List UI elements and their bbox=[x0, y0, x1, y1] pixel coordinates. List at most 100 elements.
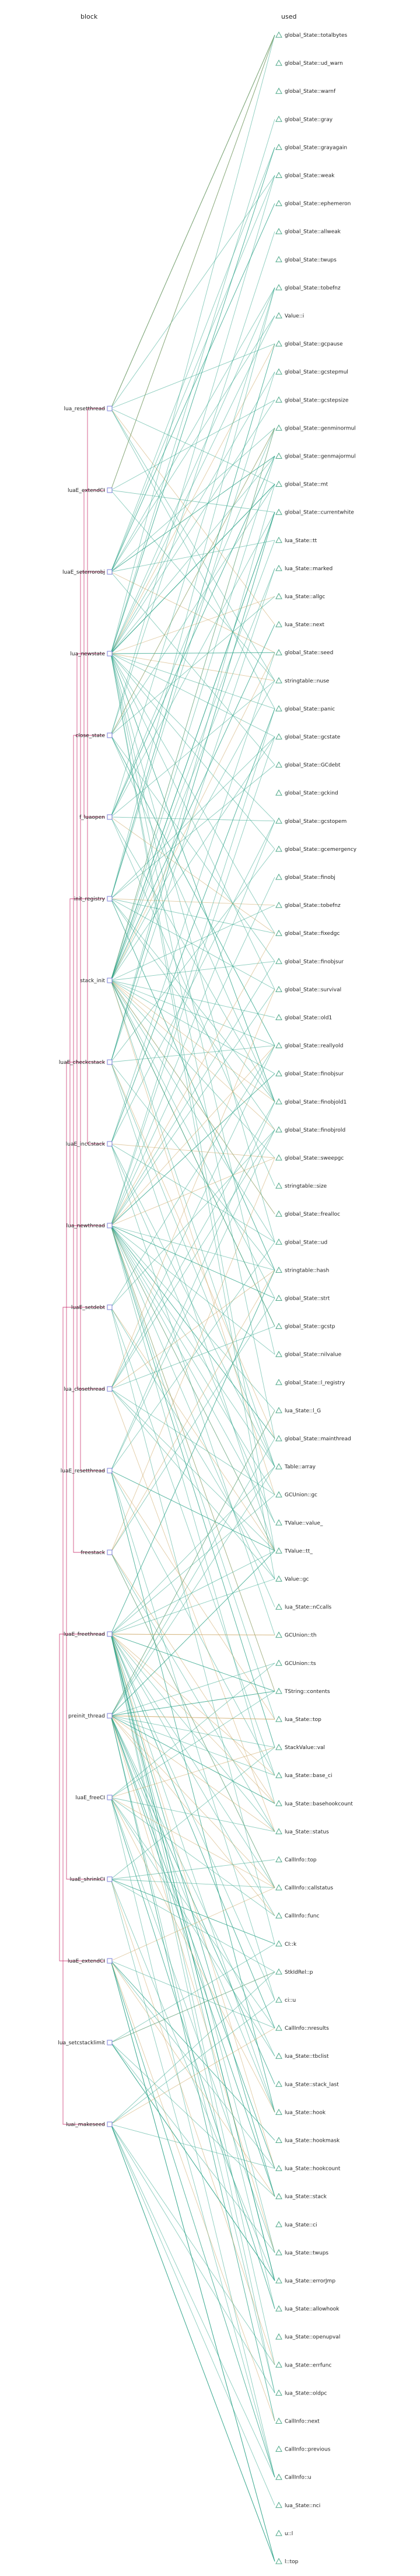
used-label: CallInfo::callstatus bbox=[285, 1886, 333, 1891]
link-lua-newthread-global-state-gcstopem bbox=[110, 821, 275, 1226]
used-label: global_State::finobjsur bbox=[285, 959, 344, 965]
link-f-luaopen-global-state-tobefnz bbox=[110, 287, 275, 818]
link-preinit-thread-lua-state-top bbox=[110, 1715, 275, 1720]
link-stack-init-global-state-frealloc bbox=[110, 980, 275, 1214]
triangle-node-icon bbox=[275, 2053, 282, 2059]
triangle-node-icon bbox=[275, 1182, 282, 1189]
used-label: global_State::ephemeron bbox=[285, 201, 351, 207]
link-lua-setcstacklimit-lua-state-stack bbox=[110, 2042, 275, 2197]
used-node-lua-state-nccalls-56: lua_State::nCcalls bbox=[275, 1603, 332, 1611]
link-luae-resetthread-global-state-ud bbox=[110, 1242, 275, 1471]
used-label: lua_State::marked bbox=[285, 566, 332, 572]
link-preinit-thread-lua-state-base-ci bbox=[110, 1715, 275, 1776]
triangle-node-icon bbox=[275, 2557, 282, 2564]
used-node-callinfo-next-85: CallInfo::next bbox=[275, 2417, 320, 2425]
used-node-lua-state-nci-88: lua_State::nci bbox=[275, 2501, 320, 2509]
link-freestack-global-state-sweepgc bbox=[110, 1157, 275, 1553]
used-label: global_State::gcemergency bbox=[285, 847, 357, 853]
used-node-global-state-gcstepsize-13: global_State::gcstepsize bbox=[275, 396, 349, 403]
function-node-freestack-14: freestack bbox=[80, 1549, 113, 1556]
link-lua-newstate-global-state-genmajormul bbox=[110, 456, 275, 654]
link-luae-freeci-gcunion-ts bbox=[110, 1663, 275, 1798]
used-label: TString::contents bbox=[284, 1689, 330, 1695]
used-label: lua_State::l_G bbox=[285, 1408, 321, 1414]
used-node-global-state-finobjold1-38: global_State::finobjold1 bbox=[275, 1098, 346, 1105]
used-label: lua_State::oldpc bbox=[285, 2390, 327, 2396]
function-label: luaE_extendCI bbox=[68, 1959, 105, 1964]
link-init-registry-global-state-tobefnz bbox=[110, 287, 275, 899]
used-label: Table::array bbox=[284, 1464, 316, 1470]
link-luae-inccstack-tvalue-value bbox=[110, 1143, 275, 1523]
used-node-global-state-gcstp-46: global_State::gcstp bbox=[275, 1322, 335, 1330]
link-preinit-thread-tvalue-tt bbox=[110, 1551, 275, 1716]
link-lua-closethread-lua-state-status bbox=[110, 1388, 275, 1832]
link-lua-newthread-global-state-gcstate bbox=[110, 737, 275, 1226]
triangle-node-icon bbox=[275, 958, 282, 964]
link-luae-freethread-callinfo-callstatus bbox=[110, 1633, 275, 1888]
square-node-icon bbox=[107, 814, 113, 820]
used-node-lua-state-errfunc-83: lua_State::errfunc bbox=[275, 2361, 331, 2368]
link-lua-newstate-global-state-grayagain bbox=[110, 147, 275, 654]
link-close-state-lua-state-allgc bbox=[110, 596, 275, 736]
triangle-node-icon bbox=[275, 677, 282, 683]
used-label: global_State::ud_warn bbox=[285, 61, 343, 67]
link-stack-init-global-state-finobjrold bbox=[110, 980, 275, 1130]
triangle-node-icon bbox=[275, 144, 282, 150]
link-lua-setcstacklimit-stkidrel-p bbox=[110, 1971, 275, 2043]
used-node-value-i-10: Value::i bbox=[275, 312, 304, 319]
used-label: global_State::gcstate bbox=[285, 735, 341, 741]
link-lua-newthread-global-state-reallyold bbox=[110, 1045, 275, 1226]
used-label: lua_State::errorJmp bbox=[285, 2278, 335, 2284]
link-luae-setdebt-tvalue-tt bbox=[110, 1307, 275, 1551]
link-luae-extendci-global-state-gcstepsize bbox=[110, 399, 275, 491]
link-luae-checkcstack-table-array bbox=[110, 1062, 275, 1467]
function-label: lua_setcstacklimit bbox=[58, 2040, 105, 2046]
used-label: global_State::reallyold bbox=[285, 1043, 343, 1049]
link-luae-inccstack-global-state-sweepgc bbox=[110, 1143, 275, 1158]
link-stack-init-global-state-seed bbox=[110, 652, 275, 981]
link-lua-newthread-table-array bbox=[110, 1225, 275, 1467]
square-node-icon bbox=[107, 732, 113, 738]
used-label: global_State::warnf bbox=[285, 89, 336, 95]
link-close-state-global-state-finobjsur bbox=[110, 735, 275, 962]
used-label: ci::u bbox=[285, 1998, 296, 2003]
triangle-node-icon bbox=[275, 2473, 282, 2480]
link-preinit-thread-lua-state-hook bbox=[110, 1715, 275, 2113]
link-stack-init-lua-state-tt bbox=[110, 540, 275, 981]
link-lua-newthread-lua-state-nccalls bbox=[110, 1225, 275, 1607]
link-lua-newthread-stackvalue-val bbox=[110, 1225, 275, 1748]
used-label: global_State::mainthread bbox=[285, 1436, 351, 1442]
used-label: lua_State::stack bbox=[285, 2194, 327, 2200]
link-luae-checkcstack-global-state-reallyold bbox=[110, 1045, 275, 1063]
function-node-close-state-4: close_state bbox=[76, 732, 113, 739]
link-lua-newstate-global-state-nilvalue bbox=[110, 653, 275, 1355]
link-preinit-thread-lua-state-stack bbox=[110, 1715, 275, 2197]
link-luae-freethread-tstring-contents bbox=[110, 1633, 275, 1692]
used-label: lua_State::hook bbox=[285, 2110, 326, 2116]
link-luae-inccstack-gcunion-th bbox=[110, 1143, 275, 1635]
triangle-node-icon bbox=[275, 1940, 282, 1947]
used-node-global-state-ephemeron-6: global_State::ephemeron bbox=[275, 200, 351, 207]
used-label: Value::gc bbox=[285, 1577, 309, 1583]
triangle-node-icon bbox=[275, 592, 282, 599]
link-luae-freeci-lua-state-status bbox=[110, 1797, 275, 1832]
link-luae-freethread-lua-state-twups bbox=[110, 1633, 275, 2253]
link-lua-closethread-value-gc bbox=[110, 1388, 275, 1579]
used-label: global_State::nilvalue bbox=[285, 1352, 342, 1358]
triangle-node-icon bbox=[275, 88, 282, 94]
triangle-node-icon bbox=[275, 396, 282, 403]
link-lua-closethread-tvalue-tt bbox=[110, 1388, 275, 1551]
triangle-node-icon bbox=[275, 733, 282, 739]
link-luai-makeseed-ci-u bbox=[110, 1999, 275, 2125]
used-node-global-state-genminormul-14: global_State::genminormul bbox=[275, 424, 356, 431]
link-lua-setcstacklimit-lua-state-twups bbox=[110, 2042, 275, 2253]
triangle-node-icon bbox=[275, 2445, 282, 2452]
function-label: f_luaopen bbox=[79, 815, 105, 821]
used-label: global_State::mt bbox=[285, 482, 328, 488]
link-freestack-lua-state-status bbox=[110, 1552, 275, 1832]
link-lua-newstate-global-state-fixedgc bbox=[110, 653, 275, 934]
link-luai-makeseed-lua-state-oldpc bbox=[110, 2124, 275, 2393]
link-preinit-thread-lua-state-stack-last bbox=[110, 1715, 275, 2085]
used-node-tstring-contents-59: TString::contents bbox=[275, 1687, 330, 1695]
link-luae-extendci-l-top bbox=[110, 1960, 275, 2562]
